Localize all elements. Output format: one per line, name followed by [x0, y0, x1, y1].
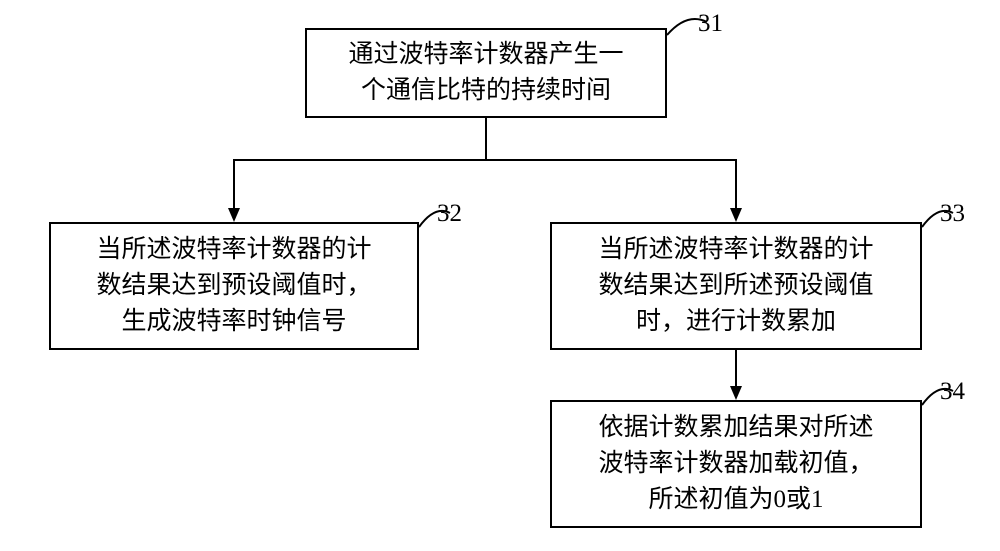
- flow-node-33-text: 当所述波特率计数器的计 数结果达到所述预设阈值 时，进行计数累加: [598, 232, 873, 341]
- flow-node-32: 当所述波特率计数器的计 数结果达到预设阈值时， 生成波特率时钟信号: [49, 222, 419, 350]
- flow-node-32-text: 当所述波特率计数器的计 数结果达到预设阈值时， 生成波特率时钟信号: [96, 232, 371, 341]
- flow-node-34-number: 34: [940, 378, 965, 406]
- flow-node-33-number: 33: [940, 200, 965, 228]
- flow-node-31: 通过波特率计数器产生一 个通信比特的持续时间: [305, 28, 667, 118]
- flow-node-33: 当所述波特率计数器的计 数结果达到所述预设阈值 时，进行计数累加: [550, 222, 922, 350]
- flow-node-34: 依据计数累加结果对所述 波特率计数器加载初值， 所述初值为0或1: [550, 400, 922, 528]
- flow-node-31-number: 31: [698, 10, 723, 38]
- flow-node-32-number: 32: [437, 200, 462, 228]
- flowchart-canvas: { "diagram": { "type": "flowchart", "bac…: [0, 0, 1000, 551]
- flow-node-34-text: 依据计数累加结果对所述 波特率计数器加载初值， 所述初值为0或1: [598, 410, 873, 519]
- flow-node-31-text: 通过波特率计数器产生一 个通信比特的持续时间: [348, 37, 623, 110]
